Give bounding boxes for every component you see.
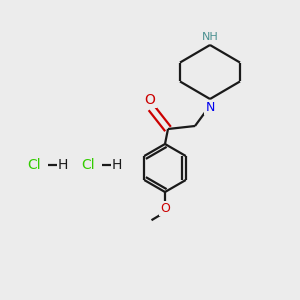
Text: H: H bbox=[112, 158, 122, 172]
Text: Cl: Cl bbox=[28, 158, 41, 172]
Text: H: H bbox=[58, 158, 68, 172]
Text: NH: NH bbox=[202, 32, 218, 42]
Text: Cl: Cl bbox=[82, 158, 95, 172]
Text: N: N bbox=[205, 101, 215, 114]
Text: O: O bbox=[145, 93, 155, 106]
Text: O: O bbox=[160, 202, 170, 215]
